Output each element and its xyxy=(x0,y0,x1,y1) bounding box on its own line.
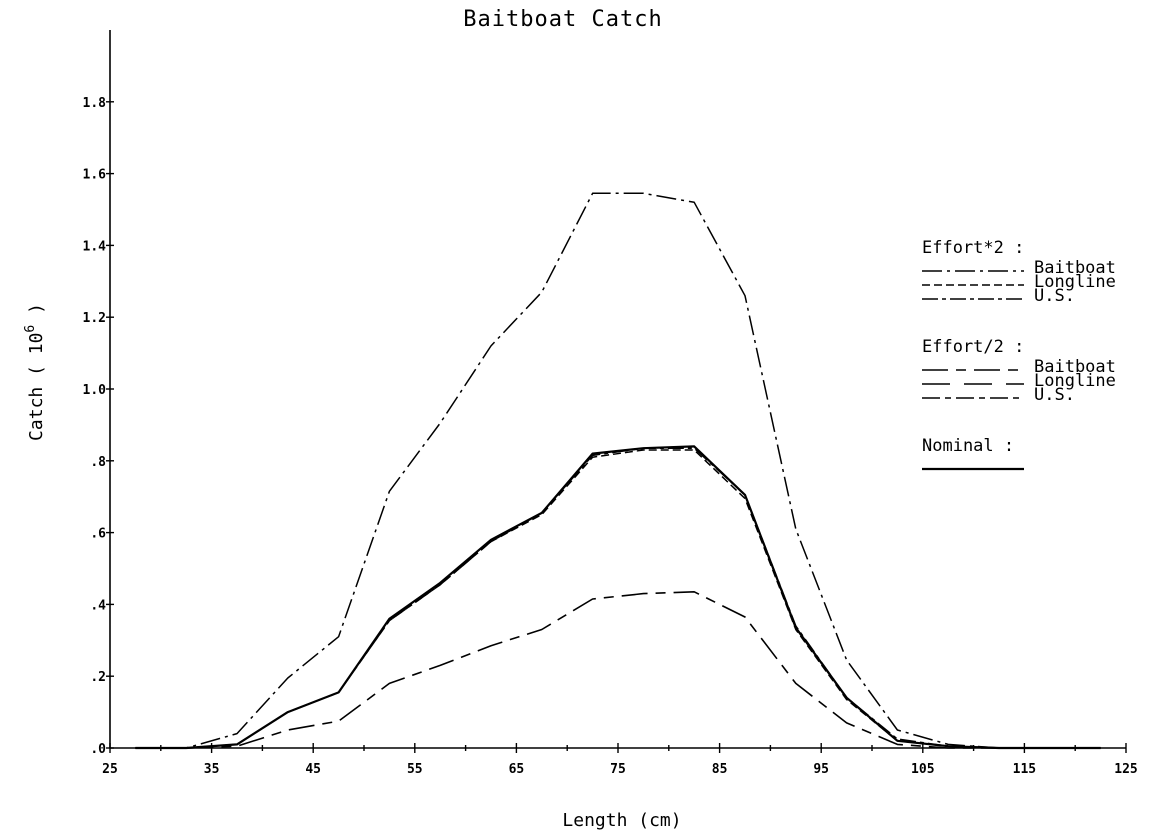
y-tick-label: .4 xyxy=(90,598,106,613)
y-axis-label-close: ) xyxy=(26,303,47,325)
legend-heading: Nominal : xyxy=(922,436,1014,456)
y-tick-label: 1.8 xyxy=(83,96,107,111)
x-tick-label: 115 xyxy=(1013,762,1036,777)
legend-heading: Effort*2 : xyxy=(922,238,1024,258)
y-tick-label: .2 xyxy=(90,670,106,685)
series-line-1 xyxy=(135,192,1101,749)
legend-entry: Longline xyxy=(1034,272,1116,292)
y-tick-label: .6 xyxy=(90,527,106,542)
y-tick-label: 1.6 xyxy=(83,168,107,183)
legend-entry: U.S. xyxy=(1034,385,1075,405)
x-tick-label: 35 xyxy=(204,762,220,777)
x-tick-label: 125 xyxy=(1114,762,1137,777)
series-line-5 xyxy=(135,445,1101,749)
x-tick-label: 45 xyxy=(305,762,321,777)
series-line-7 xyxy=(135,445,1101,750)
chart-title: Baitboat Catch xyxy=(463,7,662,32)
series-line-4 xyxy=(135,590,1101,749)
y-tick-label: 1.2 xyxy=(83,311,106,326)
x-tick-label: 85 xyxy=(712,762,728,777)
y-axis-label: Catch ( 106 ) xyxy=(23,303,47,441)
y-axis-label-exponent: 6 xyxy=(23,325,38,333)
x-tick-label: 105 xyxy=(911,762,934,777)
y-tick-label: .8 xyxy=(90,455,106,470)
legend-entry: Longline xyxy=(1034,371,1116,391)
x-tick-label: 25 xyxy=(102,762,118,777)
y-tick-label: .0 xyxy=(90,742,106,757)
y-axis-label-main: Catch ( 10 xyxy=(26,333,47,441)
y-tick-label: 1.0 xyxy=(83,383,107,398)
x-tick-label: 75 xyxy=(610,762,626,777)
legend-entry: Baitboat xyxy=(1034,357,1116,377)
series-line-3 xyxy=(135,447,1101,749)
series-line-6 xyxy=(135,445,1101,749)
y-tick-label: 1.4 xyxy=(83,239,107,254)
series-line-2 xyxy=(135,449,1101,749)
x-tick-label: 65 xyxy=(509,762,525,777)
x-tick-label: 95 xyxy=(813,762,829,777)
x-axis-label: Length (cm) xyxy=(562,810,681,831)
legend-entry: U.S. xyxy=(1034,286,1075,306)
plot-area: 25 35 45 55 65 75 85 95 105 115 125 .0 .2 .4 .6 .8 1.0 1.… xyxy=(83,30,1138,777)
legend-entry: Baitboat xyxy=(1034,258,1116,278)
legend-heading: Effort/2 : xyxy=(922,337,1024,357)
x-tick-label: 55 xyxy=(407,762,423,777)
